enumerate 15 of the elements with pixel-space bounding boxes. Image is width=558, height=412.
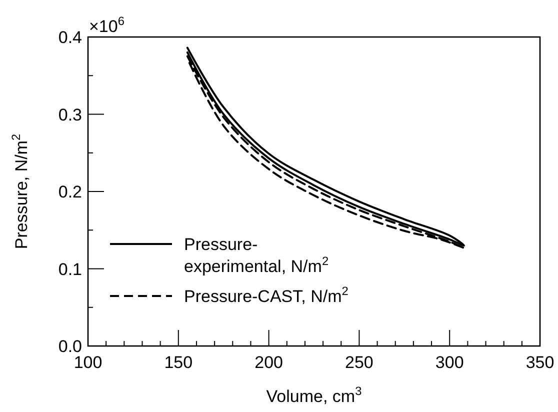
x-tick-label: 300 [435,353,464,372]
y-tick-label: 0.3 [58,105,82,124]
text: ×10$^{6}$ [89,14,125,36]
y-tick-label: 0.1 [58,260,82,279]
y-tick-label: 0.4 [58,28,82,47]
legend-label: Pressure-experimental, N/m$^{2}$ [184,235,329,276]
x-tick-label: 200 [254,353,283,372]
y-tick-label: 0.0 [58,337,82,356]
x-tick-label: 350 [526,353,554,372]
x-tick-label: 150 [164,353,193,372]
legend-label: Pressure-CAST, N/m$^{2}$ [184,284,349,306]
x-axis-title: Volume, cm$^{3}$ [266,384,362,406]
x-tick-label: 250 [345,353,374,372]
x-tick-label: 100 [74,353,102,372]
y-tick-label: 0.2 [58,182,82,202]
